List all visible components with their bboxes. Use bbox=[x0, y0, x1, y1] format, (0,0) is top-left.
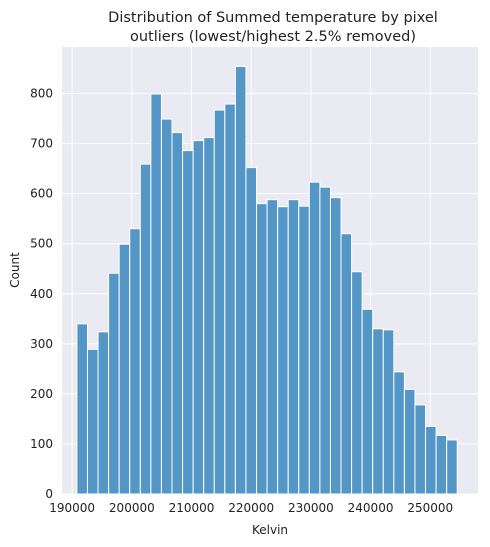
histogram-bar bbox=[403, 388, 416, 495]
histogram-bar bbox=[308, 181, 321, 495]
histogram-bar bbox=[256, 203, 268, 495]
histogram-bar bbox=[298, 205, 310, 495]
histogram-bar bbox=[393, 371, 405, 495]
histogram-bar bbox=[319, 186, 331, 495]
y-tick-label: 200 bbox=[30, 387, 53, 401]
histogram-bar bbox=[213, 109, 226, 495]
x-tick-label: 200000 bbox=[109, 501, 155, 515]
histogram-bar bbox=[129, 228, 141, 495]
histogram-bar bbox=[192, 140, 205, 495]
histogram-bar bbox=[86, 348, 99, 495]
histogram-bar bbox=[76, 323, 88, 495]
y-tick-label: 300 bbox=[30, 337, 53, 351]
histogram-bar bbox=[414, 404, 427, 495]
chart-title-line-2: outliers (lowest/highest 2.5% removed) bbox=[130, 29, 416, 45]
x-tick-label: 230000 bbox=[288, 501, 334, 515]
histogram-bar bbox=[150, 93, 162, 495]
bars bbox=[76, 66, 458, 495]
histogram-bar bbox=[97, 331, 110, 495]
histogram-bar bbox=[160, 118, 173, 495]
histogram-bar bbox=[382, 329, 395, 495]
histogram-bar bbox=[234, 66, 247, 495]
y-tick-label: 100 bbox=[30, 437, 53, 451]
histogram-bar bbox=[435, 434, 448, 495]
histogram-bar bbox=[224, 103, 236, 495]
histogram-bar bbox=[340, 233, 353, 495]
histogram-bar bbox=[171, 132, 184, 495]
y-tick-label: 600 bbox=[30, 187, 53, 201]
histogram-bar bbox=[245, 167, 258, 495]
histogram-bar bbox=[446, 439, 458, 495]
histogram-bar bbox=[372, 328, 384, 495]
x-tick-label: 250000 bbox=[407, 501, 453, 515]
histogram-bar bbox=[182, 150, 194, 495]
histogram-bar bbox=[287, 199, 300, 495]
histogram-bar bbox=[266, 199, 279, 495]
x-tick-label: 220000 bbox=[228, 501, 274, 515]
histogram-bar bbox=[203, 137, 215, 495]
y-axis-ticks: 0 100 200 300 400 500 600 700 800 bbox=[30, 87, 53, 501]
histogram-bar bbox=[351, 271, 363, 495]
histogram-bar bbox=[108, 272, 120, 495]
histogram-bar bbox=[118, 243, 131, 495]
x-tick-label: 190000 bbox=[49, 501, 95, 515]
x-tick-label: 210000 bbox=[169, 501, 215, 515]
y-tick-label: 700 bbox=[30, 137, 53, 151]
x-axis-label: Kelvin bbox=[252, 523, 288, 537]
y-tick-label: 400 bbox=[30, 287, 53, 301]
y-tick-label: 500 bbox=[30, 237, 53, 251]
histogram-bar bbox=[277, 206, 289, 495]
y-tick-label: 800 bbox=[30, 87, 53, 101]
y-tick-label: 0 bbox=[45, 487, 53, 501]
x-axis-ticks: 190000 200000 210000 220000 230000 240000 2500… bbox=[49, 501, 453, 515]
histogram-bar bbox=[361, 308, 374, 495]
histogram-bar bbox=[329, 197, 342, 495]
histogram-bar bbox=[139, 163, 152, 495]
histogram-bar bbox=[425, 425, 437, 495]
chart-title-line-1: Distribution of Summed temperature by pi… bbox=[108, 10, 438, 26]
x-tick-label: 240000 bbox=[348, 501, 394, 515]
y-axis-label: Count bbox=[8, 252, 22, 288]
